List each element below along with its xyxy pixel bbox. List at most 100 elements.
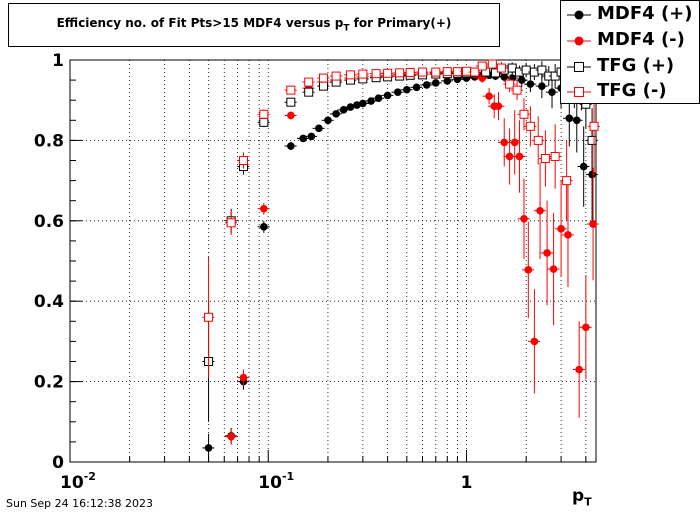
legend-label: MDF4 (-)	[597, 29, 685, 50]
data-point	[579, 162, 588, 171]
data-point	[443, 77, 452, 85]
data-point	[575, 365, 583, 374]
y-tick-label: 1	[52, 51, 64, 71]
data-point	[226, 218, 236, 228]
data-point	[512, 85, 522, 95]
legend-item-tfg-minus: TFG (-)	[561, 79, 699, 105]
data-point	[500, 138, 509, 147]
data-point	[550, 151, 560, 161]
data-point	[403, 85, 411, 94]
y-tick-label: 0.4	[34, 292, 64, 312]
legend-item-mdf4-minus: MDF4 (-)	[561, 28, 699, 54]
data-point	[540, 153, 550, 163]
data-point	[538, 82, 546, 90]
data-point	[412, 83, 421, 92]
data-point	[487, 59, 497, 69]
filled-circle-marker-icon	[567, 10, 591, 20]
data-point	[339, 106, 348, 114]
data-point	[227, 432, 235, 441]
data-point	[470, 67, 480, 77]
data-point	[286, 85, 296, 95]
data-point	[238, 156, 248, 165]
data-point	[557, 225, 565, 233]
data-point	[259, 117, 269, 127]
open-square-marker-icon	[567, 87, 591, 97]
legend-item-mdf4-plus: MDF4 (+)	[561, 2, 699, 28]
data-point	[589, 121, 599, 131]
data-point	[332, 110, 340, 118]
data-point	[304, 87, 314, 97]
data-point	[477, 61, 487, 71]
data-point	[431, 67, 441, 77]
data-point	[371, 69, 381, 79]
data-point	[259, 109, 269, 119]
data-point	[383, 68, 393, 78]
data-point	[204, 444, 213, 452]
data-point	[367, 97, 375, 105]
data-point	[393, 88, 402, 96]
data-point	[494, 102, 503, 111]
data-point	[496, 63, 506, 73]
data-point	[431, 79, 440, 87]
data-point	[299, 134, 307, 143]
x-axis-title: pT	[572, 486, 592, 509]
data-point	[536, 206, 544, 215]
data-point	[533, 135, 543, 145]
y-tick-label: 0.8	[34, 131, 64, 151]
data-point	[324, 116, 332, 125]
data-point	[515, 152, 524, 161]
data-point	[529, 67, 539, 77]
chart-title-box: Efficiency no. of Fit Pts>15 MDF4 versus…	[8, 3, 500, 47]
data-point	[510, 138, 519, 147]
legend-label: TFG (-)	[597, 80, 667, 101]
data-point	[549, 265, 558, 273]
data-point	[287, 111, 295, 120]
x-tick-label: 1	[461, 473, 473, 493]
data-point	[565, 114, 574, 123]
data-point	[287, 142, 295, 150]
data-point	[524, 266, 533, 274]
data-point	[239, 373, 248, 382]
data-point	[374, 94, 383, 102]
data-point	[543, 249, 551, 257]
data-point	[359, 99, 367, 108]
legend: MDF4 (+) MDF4 (-) TFG (+) TFG (-)	[560, 0, 700, 104]
data-point	[260, 204, 268, 213]
x-tick-label: 10-1	[258, 470, 294, 493]
data-point	[520, 214, 528, 223]
data-point	[530, 337, 539, 346]
data-point	[383, 91, 392, 100]
x-tick-label: 10-2	[60, 470, 96, 493]
data-point	[485, 92, 493, 100]
data-point	[572, 116, 581, 125]
data-point	[490, 68, 500, 78]
data-point	[519, 109, 529, 119]
data-point	[331, 71, 341, 81]
data-point	[587, 135, 597, 145]
data-point	[395, 68, 405, 78]
data-point	[346, 70, 356, 80]
data-point	[422, 81, 431, 89]
data-point	[307, 132, 316, 141]
data-point	[521, 65, 531, 75]
data-point	[442, 67, 452, 77]
data-point	[286, 97, 296, 107]
data-point	[319, 81, 329, 91]
data-point	[564, 231, 572, 239]
data-point	[589, 220, 597, 228]
data-point	[452, 67, 462, 77]
legend-label: MDF4 (+)	[597, 3, 693, 24]
open-square-marker-icon	[567, 62, 591, 72]
data-point	[319, 73, 329, 83]
data-point	[525, 121, 535, 131]
data-point	[405, 67, 415, 77]
data-point	[462, 66, 472, 76]
y-tick-label: 0	[52, 453, 64, 473]
data-point	[204, 312, 214, 322]
timestamp: Sun Sep 24 16:12:38 2023	[6, 497, 154, 510]
data-point	[260, 223, 268, 231]
data-point	[304, 77, 314, 87]
data-point	[505, 152, 514, 161]
data-point	[315, 124, 323, 133]
